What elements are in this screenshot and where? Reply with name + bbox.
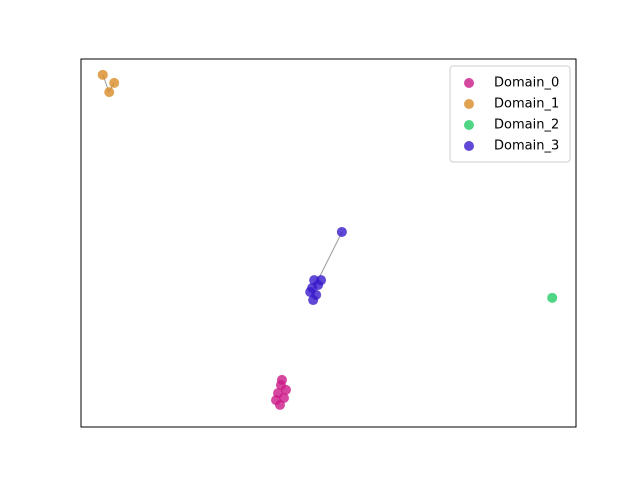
point xyxy=(109,77,120,88)
point xyxy=(547,292,558,303)
point xyxy=(276,374,287,385)
legend-marker xyxy=(464,120,474,130)
legend-marker xyxy=(464,78,474,88)
point xyxy=(305,286,316,297)
legend-label: Domain_0 xyxy=(494,76,559,91)
point xyxy=(316,275,327,286)
legend-label: Domain_3 xyxy=(494,139,559,154)
axes-frame xyxy=(80,58,577,428)
point xyxy=(97,69,108,80)
legend-marker xyxy=(464,141,474,151)
point xyxy=(271,395,282,406)
legend-label: Domain_1 xyxy=(494,97,559,112)
legend-frame xyxy=(449,65,571,163)
point xyxy=(308,295,319,306)
plot-area xyxy=(97,69,558,410)
point xyxy=(336,226,347,237)
legend-marker xyxy=(464,99,474,109)
legend: Domain_0 Domain_1 Domain_2 Domain_3 xyxy=(449,65,571,163)
point xyxy=(280,384,291,395)
legend-label: Domain_2 xyxy=(494,118,559,133)
point xyxy=(104,87,115,98)
